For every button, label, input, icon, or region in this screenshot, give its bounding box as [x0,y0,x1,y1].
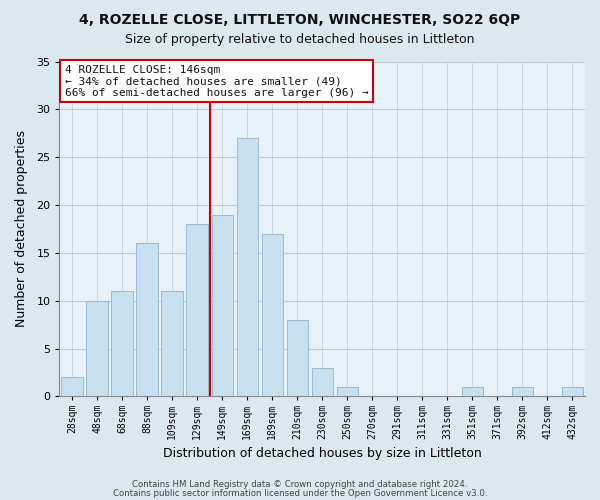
Text: Contains public sector information licensed under the Open Government Licence v3: Contains public sector information licen… [113,488,487,498]
Bar [287,320,308,396]
Bar [311,368,333,396]
Bar [212,214,233,396]
Bar [337,387,358,396]
Bar [161,291,183,397]
X-axis label: Distribution of detached houses by size in Littleton: Distribution of detached houses by size … [163,447,482,460]
Bar [61,378,83,396]
Bar [562,387,583,396]
Text: 4 ROZELLE CLOSE: 146sqm
← 34% of detached houses are smaller (49)
66% of semi-de: 4 ROZELLE CLOSE: 146sqm ← 34% of detache… [65,65,368,98]
Bar [512,387,533,396]
Bar [462,387,483,396]
Bar [236,138,258,396]
Text: 4, ROZELLE CLOSE, LITTLETON, WINCHESTER, SO22 6QP: 4, ROZELLE CLOSE, LITTLETON, WINCHESTER,… [79,12,521,26]
Text: Size of property relative to detached houses in Littleton: Size of property relative to detached ho… [125,32,475,46]
Bar [187,224,208,396]
Y-axis label: Number of detached properties: Number of detached properties [15,130,28,328]
Bar [86,301,107,396]
Bar [262,234,283,396]
Text: Contains HM Land Registry data © Crown copyright and database right 2024.: Contains HM Land Registry data © Crown c… [132,480,468,489]
Bar [112,291,133,397]
Bar [136,244,158,396]
